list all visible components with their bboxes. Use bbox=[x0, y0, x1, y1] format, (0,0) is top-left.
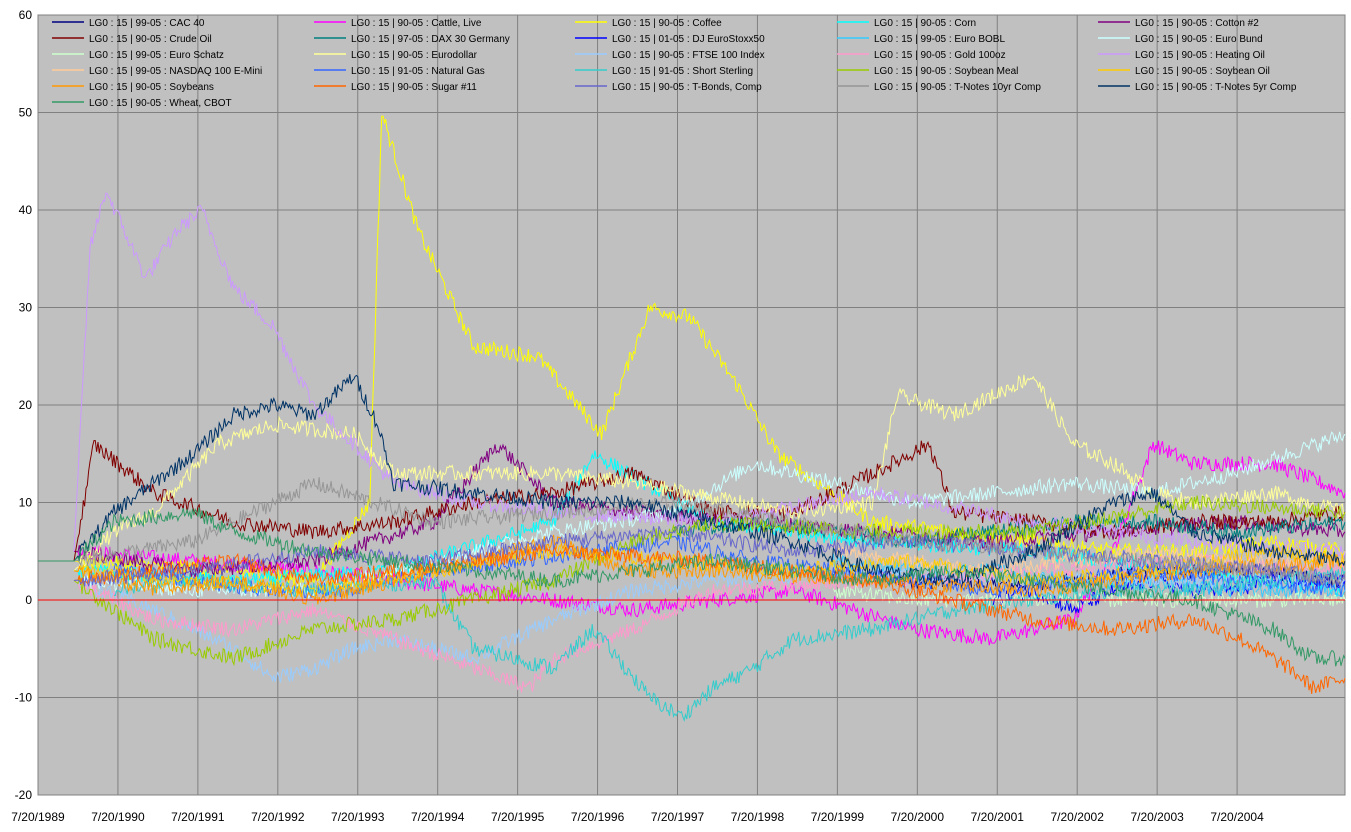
y-tick-label: -20 bbox=[15, 788, 33, 802]
x-tick-label: 7/20/2003 bbox=[1130, 810, 1184, 824]
series-line-9 bbox=[73, 431, 1346, 599]
y-tick-label: 50 bbox=[19, 106, 33, 120]
x-tick-label: 7/20/1997 bbox=[651, 810, 705, 824]
legend-label: LG0 : 15 | 90-05 : Euro Bund bbox=[1135, 34, 1263, 45]
x-tick-label: 7/20/1995 bbox=[491, 810, 545, 824]
series-line-25 bbox=[38, 507, 1346, 667]
series-line-15 bbox=[832, 544, 1346, 580]
legend-label: LG0 : 15 | 90-05 : Coffee bbox=[612, 18, 722, 29]
y-tick-label: 0 bbox=[25, 593, 32, 607]
x-tick-label: 7/20/2000 bbox=[891, 810, 945, 824]
legend-label: LG0 : 15 | 97-05 : DAX 30 Germany bbox=[351, 34, 510, 45]
legend-label: LG0 : 15 | 01-05 : DJ EuroStoxx50 bbox=[612, 34, 765, 45]
legend-label: LG0 : 15 | 90-05 : Cattle, Live bbox=[351, 18, 482, 29]
series-line-11 bbox=[73, 374, 1346, 572]
legend-label: LG0 : 15 | 91-05 : Natural Gas bbox=[351, 66, 485, 77]
legend-label: LG0 : 15 | 90-05 : Soybean Oil bbox=[1135, 66, 1270, 77]
y-tick-label: 20 bbox=[19, 398, 33, 412]
legend-label: LG0 : 15 | 90-05 : Cotton #2 bbox=[1135, 18, 1259, 29]
series-lines bbox=[38, 115, 1346, 723]
y-tick-label: 10 bbox=[19, 496, 33, 510]
x-tick-label: 7/20/2004 bbox=[1210, 810, 1264, 824]
legend-label: LG0 : 15 | 90-05 : FTSE 100 Index bbox=[612, 50, 765, 61]
x-tick-label: 7/20/1994 bbox=[411, 810, 465, 824]
x-tick-label: 7/20/2001 bbox=[971, 810, 1025, 824]
series-line-10 bbox=[832, 583, 1346, 610]
legend-label: LG0 : 15 | 99-05 : NASDAQ 100 E-Mini bbox=[89, 66, 262, 77]
gridlines bbox=[37, 14, 1345, 796]
series-line-18 bbox=[73, 495, 1346, 667]
x-tick-label: 7/20/1993 bbox=[331, 810, 385, 824]
x-tick-label: 7/20/1999 bbox=[811, 810, 865, 824]
x-tick-label: 7/20/1991 bbox=[171, 810, 225, 824]
legend-label: LG0 : 15 | 99-05 : Euro Schatz bbox=[89, 50, 224, 61]
legend-label: LG0 : 15 | 99-05 : CAC 40 bbox=[89, 18, 205, 29]
x-tick-label: 7/20/2002 bbox=[1051, 810, 1105, 824]
legend-label: LG0 : 15 | 90-05 : Gold 100oz bbox=[874, 50, 1006, 61]
legend-label: LG0 : 15 | 90-05 : Heating Oil bbox=[1135, 50, 1265, 61]
legend-label: LG0 : 15 | 90-05 : Wheat, CBOT bbox=[89, 98, 232, 109]
series-line-6 bbox=[673, 513, 1346, 549]
series-line-4 bbox=[73, 443, 1346, 578]
x-tick-label: 7/20/1990 bbox=[91, 810, 145, 824]
x-tick-label: 7/20/1992 bbox=[251, 810, 305, 824]
legend-label: LG0 : 15 | 90-05 : Sugar #11 bbox=[351, 82, 477, 93]
series-line-24 bbox=[73, 374, 1346, 586]
series-line-23 bbox=[73, 477, 1346, 587]
legend-label: LG0 : 15 | 91-05 : Short Sterling bbox=[612, 66, 753, 77]
y-axis: -20 -10 0 10 20 30 40 50 60 bbox=[15, 8, 33, 802]
x-tick-label: 7/20/1996 bbox=[571, 810, 625, 824]
legend-label: LG0 : 15 | 90-05 : Corn bbox=[874, 18, 976, 29]
series-line-8 bbox=[832, 553, 1346, 599]
legend-label: LG0 : 15 | 90-05 : T-Notes 10yr Comp bbox=[874, 82, 1041, 93]
y-tick-label: 30 bbox=[19, 301, 33, 315]
legend-label: LG0 : 15 | 90-05 : Eurodollar bbox=[351, 50, 478, 61]
x-tick-label: 7/20/1998 bbox=[731, 810, 785, 824]
legend-label: LG0 : 15 | 90-05 : Soybeans bbox=[89, 82, 214, 93]
y-tick-label: 40 bbox=[19, 203, 33, 217]
legend-label: LG0 : 15 | 90-05 : Crude Oil bbox=[89, 34, 212, 45]
legend-label: LG0 : 15 | 99-05 : Euro BOBL bbox=[874, 34, 1005, 45]
x-tick-label: 7/20/1989 bbox=[11, 810, 65, 824]
series-line-17 bbox=[113, 566, 1346, 723]
x-axis: 7/20/1989 7/20/1990 7/20/1991 7/20/1992 7/20… bbox=[11, 810, 1264, 824]
legend: LG0 : 15 | 99-05 : CAC 40 LG0 : 15 | 90-0… bbox=[52, 18, 1297, 109]
legend-label: LG0 : 15 | 90-05 : Soybean Meal bbox=[874, 66, 1018, 77]
legend-label: LG0 : 15 | 90-05 : T-Notes 5yr Comp bbox=[1135, 82, 1297, 93]
series-line-21 bbox=[73, 544, 1346, 694]
legend-label: LG0 : 15 | 90-05 : T-Bonds, Comp bbox=[612, 82, 762, 93]
y-tick-label: -10 bbox=[15, 691, 33, 705]
y-tick-label: 60 bbox=[19, 8, 33, 22]
